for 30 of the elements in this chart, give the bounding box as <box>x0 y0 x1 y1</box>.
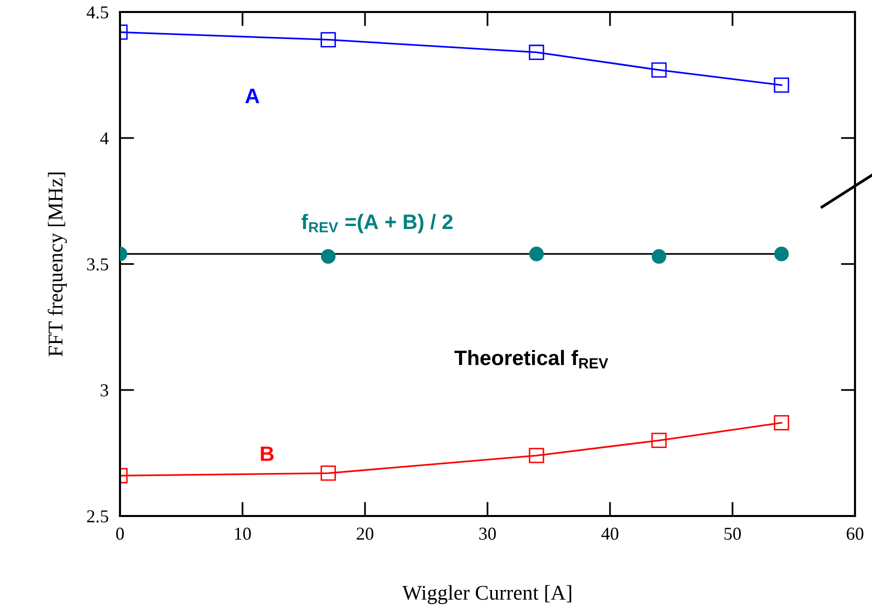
series-label: B <box>260 446 274 461</box>
y-tick-label: 4 <box>100 132 109 144</box>
point <box>774 246 789 262</box>
text: A <box>245 88 260 104</box>
x-tick-label: 40 <box>601 528 618 540</box>
point <box>651 432 667 448</box>
y-axis-title: FFT frequency [MHz] <box>48 172 67 356</box>
point <box>651 62 667 78</box>
series-label: f$_{REV}$ =(A + B) / 2 <box>301 214 453 234</box>
y-tick-label: 3 <box>100 384 108 396</box>
point <box>774 415 790 430</box>
y-tick-label: 3.5 <box>87 258 108 271</box>
text: Theoretical f$_{REV}$ <box>454 350 608 368</box>
y-tick-label: 2.5 <box>87 510 108 523</box>
x-tick-label: 0 <box>116 528 124 540</box>
x-tick-label: 20 <box>356 528 374 540</box>
point <box>320 249 336 264</box>
point <box>320 466 336 481</box>
point <box>652 249 666 264</box>
x-tick-label: 50 <box>724 528 741 540</box>
point <box>320 32 336 48</box>
x-tick-label: 10 <box>235 528 251 540</box>
point <box>528 448 544 464</box>
x-axis-title: Wiggler Current [A] <box>402 585 572 604</box>
y-tick-label: 4.5 <box>86 6 108 19</box>
point <box>774 77 790 93</box>
x-tick-label: 60 <box>846 528 864 540</box>
point <box>529 246 544 262</box>
x-tick-label: 30 <box>479 528 496 540</box>
point <box>528 44 544 60</box>
